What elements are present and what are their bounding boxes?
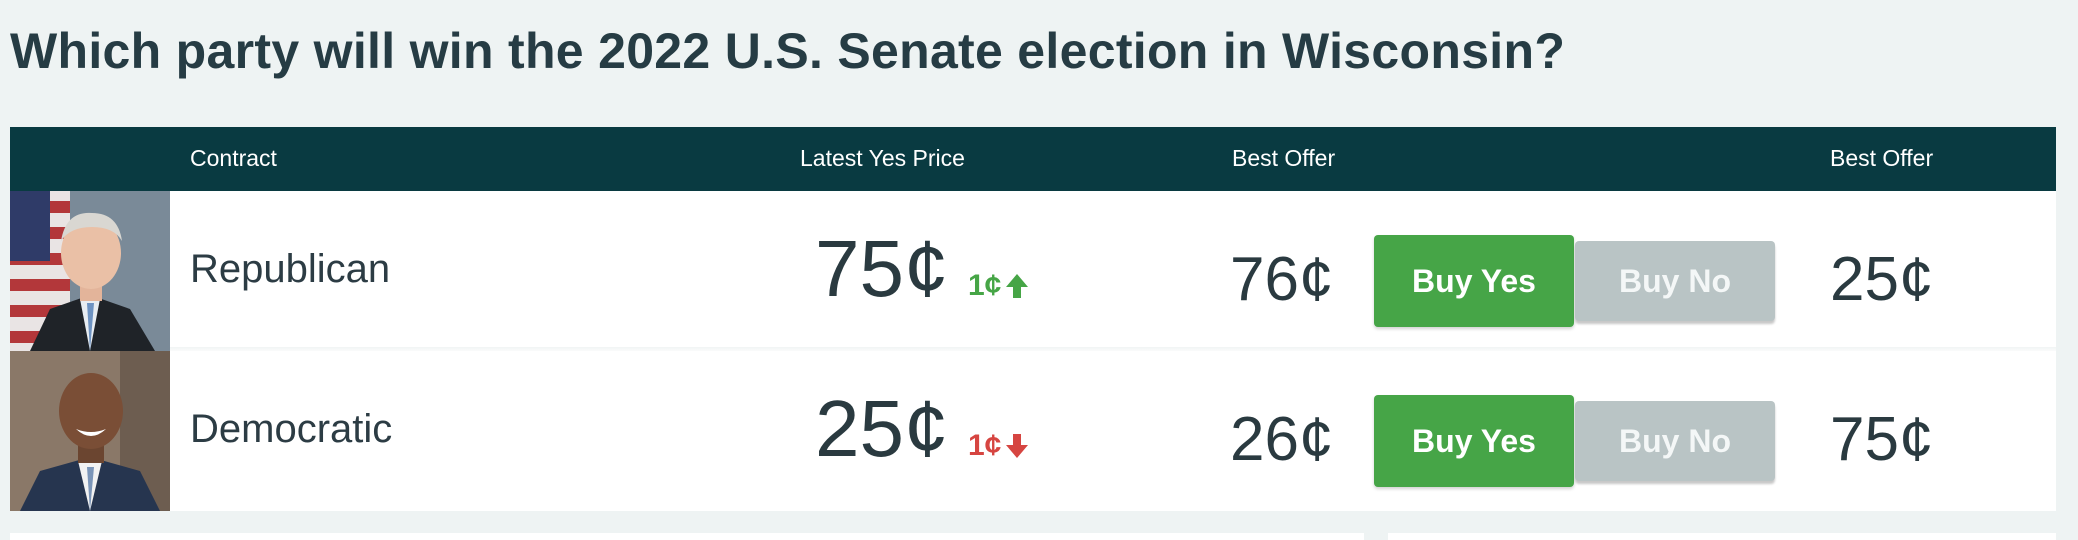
best-offer-no: 75¢ [1830, 405, 1934, 474]
buy-no-button[interactable]: Buy No [1575, 241, 1775, 321]
contract-name: Democratic [190, 407, 393, 451]
candidate-photo-republican [10, 191, 170, 351]
price-change-value: 1¢ [968, 429, 1002, 462]
next-panel-edge [10, 533, 1364, 540]
price-change-value: 1¢ [968, 269, 1002, 302]
best-offer-yes: 26¢ [1230, 405, 1334, 474]
candidate-photo-democratic [10, 351, 170, 511]
header-latest-yes-price: Latest Yes Price [800, 145, 965, 171]
contract-name: Republican [190, 247, 391, 291]
header-best-offer-yes: Best Offer [1232, 145, 1336, 171]
arrow-up-icon [1006, 274, 1029, 298]
best-offer-yes: 76¢ [1230, 245, 1334, 314]
page-title: Which party will win the 2022 U.S. Senat… [10, 23, 1566, 79]
latest-yes-price: 25¢ [815, 384, 949, 473]
buy-no-button[interactable]: Buy No [1575, 401, 1775, 481]
best-offer-no: 25¢ [1830, 245, 1934, 314]
arrow-down-icon [1006, 434, 1029, 458]
header-contract: Contract [190, 145, 277, 171]
table-header: Contract Latest Yes Price Best Offer Bes… [10, 127, 2056, 191]
contract-row-democratic[interactable]: Democratic 25¢ 1¢ 26¢ Buy Yes Buy No 75¢ [10, 351, 2056, 511]
contract-row-republican[interactable]: Republican 75¢ 1¢ 76¢ Buy Yes Buy No 25¢ [10, 191, 2056, 353]
next-panel-edge [1388, 533, 2056, 540]
buy-yes-button[interactable]: Buy Yes [1374, 395, 1574, 487]
contracts-table: Contract Latest Yes Price Best Offer Bes… [10, 127, 2056, 511]
latest-yes-price: 75¢ [815, 224, 949, 313]
header-best-offer-no: Best Offer [1830, 145, 1934, 171]
buy-yes-button[interactable]: Buy Yes [1374, 235, 1574, 327]
price-change: 1¢ [968, 269, 1029, 303]
price-change: 1¢ [968, 429, 1029, 463]
